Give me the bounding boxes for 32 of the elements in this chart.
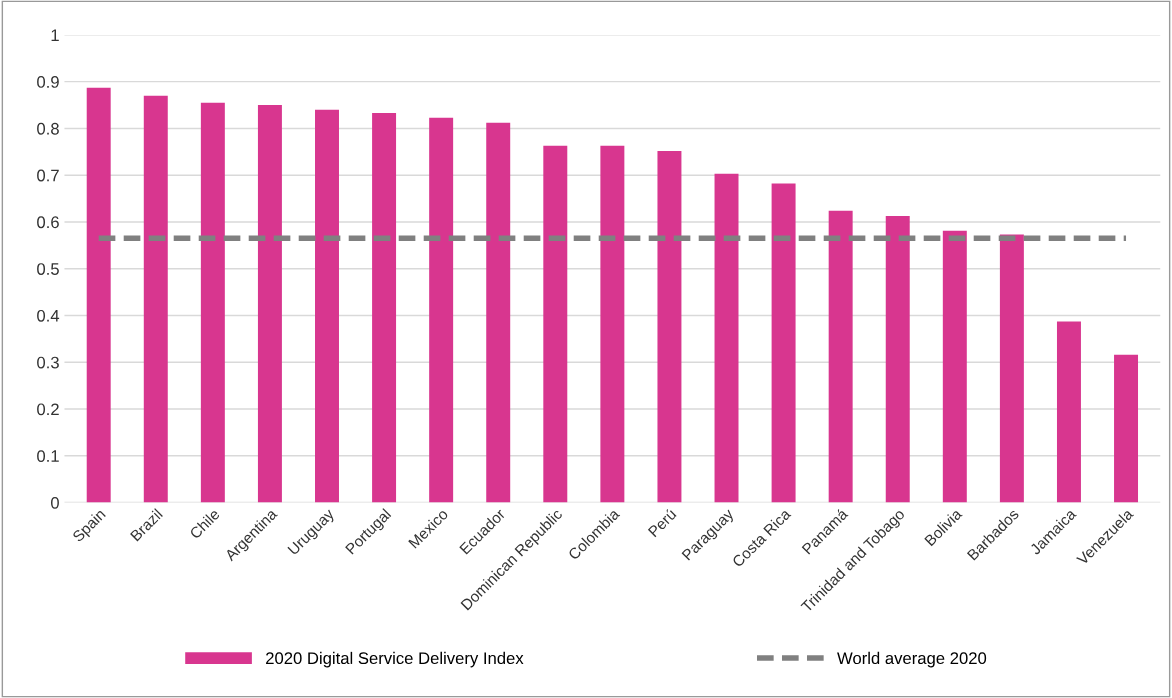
y-tick-label: 0.5	[37, 263, 59, 275]
bar	[143, 95, 168, 503]
bar	[543, 145, 568, 503]
y-tick-label: 0.3	[37, 356, 59, 369]
bar	[1114, 354, 1139, 503]
bar	[942, 230, 967, 503]
y-tick-label: 0.7	[37, 169, 59, 182]
bar	[714, 173, 739, 503]
y-tick-label: 0	[50, 496, 59, 509]
bar	[657, 150, 682, 503]
y-tick-label: 0.4	[37, 309, 60, 322]
bar	[828, 210, 853, 503]
bar	[372, 113, 397, 503]
bar	[999, 234, 1024, 503]
y-tick-label: 0.6	[37, 216, 59, 229]
y-tick-label: 1	[51, 29, 59, 41]
legend-label: World average 2020	[837, 651, 987, 668]
bar	[257, 105, 282, 503]
y-tick-label: 0.1	[37, 450, 59, 462]
bar	[1056, 321, 1081, 503]
y-tick-label: 0.8	[37, 122, 59, 135]
bar	[486, 122, 511, 503]
bar	[429, 117, 454, 503]
bar	[885, 215, 910, 503]
legend-label: 2020 Digital Service Delivery Index	[266, 651, 524, 668]
bar	[771, 183, 796, 503]
bar	[86, 87, 111, 503]
bar	[200, 102, 225, 503]
bar	[600, 145, 625, 503]
y-tick-label: 0.2	[37, 403, 59, 416]
bar	[315, 109, 339, 503]
y-tick-label: 0.9	[37, 76, 59, 88]
